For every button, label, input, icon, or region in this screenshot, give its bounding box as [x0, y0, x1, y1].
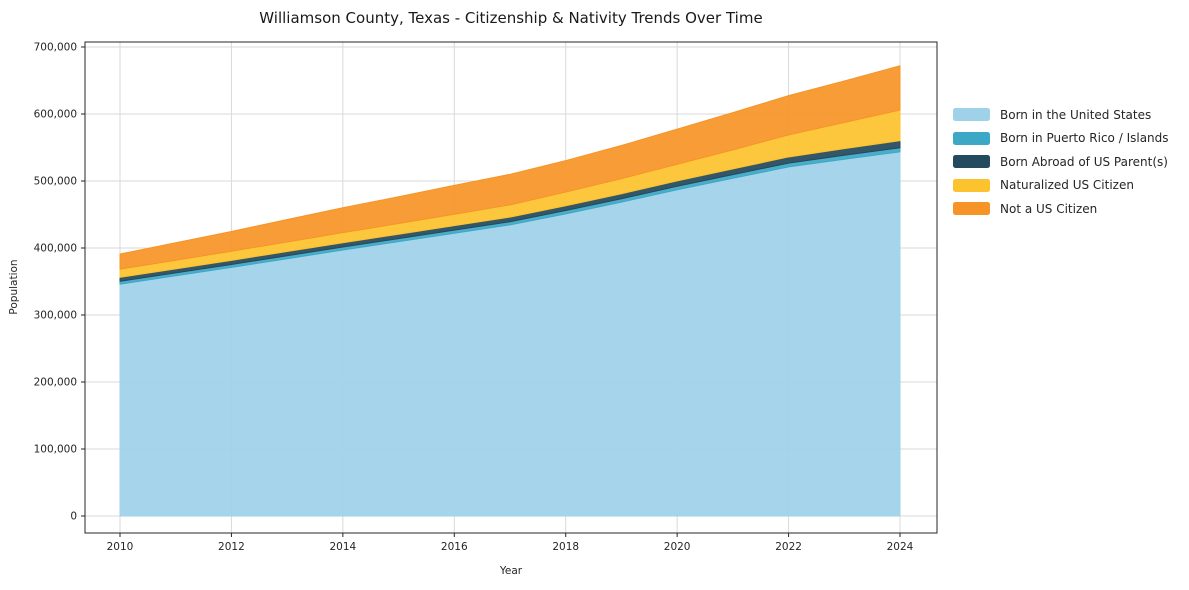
svg-text:2016: 2016	[441, 541, 468, 553]
svg-text:2014: 2014	[329, 541, 356, 553]
chart-title: Williamson County, Texas - Citizenship &…	[259, 9, 763, 27]
svg-text:400,000: 400,000	[34, 243, 77, 255]
svg-text:100,000: 100,000	[34, 444, 77, 456]
legend-swatch-born-abroad	[953, 155, 990, 169]
legend-label: Naturalized US Citizen	[1000, 178, 1134, 193]
svg-text:700,000: 700,000	[34, 42, 77, 54]
legend-label: Born in the United States	[1000, 107, 1152, 122]
legend-item: Naturalized US Citizen	[953, 174, 1169, 198]
y-axis-label: Population	[8, 259, 20, 315]
svg-text:200,000: 200,000	[34, 377, 77, 389]
svg-text:2024: 2024	[887, 541, 914, 553]
svg-text:2012: 2012	[218, 541, 245, 553]
svg-text:2022: 2022	[775, 541, 802, 553]
svg-text:2018: 2018	[552, 541, 579, 553]
svg-text:0: 0	[70, 511, 77, 523]
legend-swatch-puerto-rico	[953, 131, 990, 145]
legend-swatch-born-us	[953, 108, 990, 122]
legend-item: Not a US Citizen	[953, 197, 1169, 221]
svg-text:300,000: 300,000	[34, 310, 77, 322]
legend-item: Born in the United States	[953, 103, 1169, 127]
svg-text:2010: 2010	[107, 541, 134, 553]
legend-swatch-naturalized	[953, 178, 990, 192]
x-axis-label: Year	[499, 565, 523, 577]
svg-text:2020: 2020	[664, 541, 691, 553]
svg-text:500,000: 500,000	[34, 176, 77, 188]
legend-label: Not a US Citizen	[1000, 201, 1098, 216]
legend-item: Born Abroad of US Parent(s)	[953, 150, 1169, 174]
legend-swatch-not-citizen	[953, 202, 990, 216]
svg-text:600,000: 600,000	[34, 109, 77, 121]
legend-item: Born in Puerto Rico / Islands	[953, 127, 1169, 151]
legend: Born in the United States Born in Puerto…	[953, 103, 1169, 221]
legend-label: Born in Puerto Rico / Islands	[1000, 131, 1169, 146]
legend-label: Born Abroad of US Parent(s)	[1000, 154, 1168, 169]
